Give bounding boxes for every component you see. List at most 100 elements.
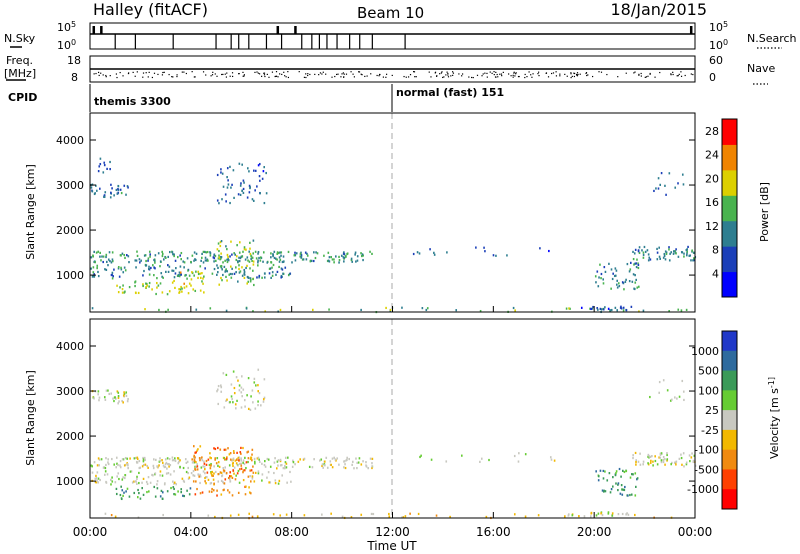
echo-cell bbox=[682, 183, 685, 186]
echo-cell bbox=[250, 255, 253, 258]
echo-cell bbox=[280, 463, 283, 467]
nave-dot bbox=[442, 76, 444, 79]
echo-cell bbox=[524, 453, 527, 456]
echo-cell bbox=[294, 259, 297, 262]
colorbar-tick-label: 500 bbox=[698, 365, 719, 378]
echo-cell bbox=[639, 463, 642, 466]
echo-cell bbox=[328, 260, 331, 263]
nave-dot bbox=[452, 74, 454, 76]
echo-cell bbox=[240, 406, 243, 409]
ytick-label: 1000 bbox=[56, 269, 84, 282]
echo-cell bbox=[137, 291, 140, 295]
echo-cell bbox=[94, 480, 97, 484]
echo-cell bbox=[634, 494, 637, 497]
nave-dot bbox=[428, 71, 430, 73]
echo-cell bbox=[312, 259, 315, 263]
echo-cell bbox=[112, 275, 115, 278]
echo-cell bbox=[156, 487, 159, 490]
echo-cell bbox=[184, 458, 187, 461]
echo-cell bbox=[204, 476, 206, 480]
nave-dot bbox=[224, 73, 226, 75]
nave-dot bbox=[194, 76, 196, 78]
echo-cell bbox=[216, 388, 219, 391]
nave-dot bbox=[322, 71, 324, 73]
nave-dot bbox=[93, 73, 95, 75]
echo-cell bbox=[121, 458, 124, 461]
echo-cell bbox=[104, 512, 107, 515]
echo-cell bbox=[247, 407, 250, 411]
echo-cell bbox=[148, 273, 151, 276]
echo-cell bbox=[675, 248, 677, 251]
nave-dot bbox=[298, 71, 300, 73]
echo-cell bbox=[484, 250, 486, 253]
nave-dot bbox=[513, 71, 515, 73]
echo-cell bbox=[197, 473, 200, 476]
echo-cell bbox=[166, 457, 169, 460]
echo-cell bbox=[224, 458, 226, 461]
echo-cell bbox=[252, 465, 254, 468]
echo-cell bbox=[199, 445, 202, 448]
echo-cell bbox=[142, 274, 144, 277]
echo-cell bbox=[243, 270, 246, 274]
echo-cell bbox=[660, 452, 663, 455]
nave-dot bbox=[211, 74, 214, 76]
echo-cell bbox=[666, 452, 668, 455]
echo-cell bbox=[182, 466, 185, 470]
echo-cell bbox=[124, 456, 127, 460]
echo-cell bbox=[692, 259, 694, 262]
echo-cell bbox=[268, 481, 270, 484]
echo-cell bbox=[632, 454, 634, 457]
echo-cell bbox=[94, 192, 96, 195]
echo-cell bbox=[138, 258, 141, 261]
echo-cell bbox=[104, 470, 107, 473]
nave-dot bbox=[366, 75, 368, 77]
echo-cell bbox=[256, 276, 258, 279]
echo-cell bbox=[302, 458, 305, 461]
echo-cell bbox=[195, 480, 197, 483]
echo-cell bbox=[351, 260, 354, 263]
echo-cell bbox=[358, 457, 361, 460]
echo-cell bbox=[313, 251, 315, 254]
echo-cell bbox=[274, 257, 277, 260]
echo-cell bbox=[154, 261, 156, 264]
echo-cell bbox=[199, 459, 201, 462]
echo-cell bbox=[615, 482, 617, 485]
echo-cell bbox=[226, 270, 229, 273]
echo-cell bbox=[600, 512, 602, 515]
echo-cell bbox=[239, 184, 242, 187]
nave-dot bbox=[555, 75, 558, 77]
echo-cell bbox=[229, 480, 232, 483]
nave-dot bbox=[545, 72, 547, 74]
nave-dot bbox=[331, 76, 333, 78]
echo-cell bbox=[257, 384, 259, 387]
echo-cell bbox=[292, 461, 295, 464]
echo-cell bbox=[97, 270, 99, 274]
echo-cell bbox=[163, 483, 166, 486]
echo-cell bbox=[224, 448, 227, 451]
echo-cell bbox=[205, 259, 208, 262]
echo-cell bbox=[214, 458, 216, 461]
nave-dot bbox=[343, 76, 345, 78]
echo-cell bbox=[651, 455, 653, 458]
nave-dot bbox=[136, 71, 138, 73]
echo-cell bbox=[234, 403, 237, 406]
echo-cell bbox=[628, 270, 631, 273]
echo-cell bbox=[634, 281, 637, 284]
echo-cell bbox=[160, 272, 163, 275]
echo-cell bbox=[354, 253, 356, 256]
nave-dot bbox=[98, 74, 100, 77]
echo-cell bbox=[625, 309, 628, 312]
echo-cell bbox=[213, 447, 215, 450]
echo-cell bbox=[685, 249, 688, 252]
echo-cell bbox=[243, 273, 246, 276]
echo-cell bbox=[194, 451, 197, 454]
echo-cell bbox=[271, 274, 274, 277]
echo-cell bbox=[93, 273, 95, 276]
echo-cell bbox=[141, 465, 144, 468]
echo-cell bbox=[219, 241, 222, 244]
nave-dot bbox=[571, 75, 573, 77]
nave-dot bbox=[109, 75, 111, 77]
echo-cell bbox=[620, 484, 623, 487]
echo-cell bbox=[174, 457, 176, 460]
echo-cell bbox=[635, 459, 637, 462]
